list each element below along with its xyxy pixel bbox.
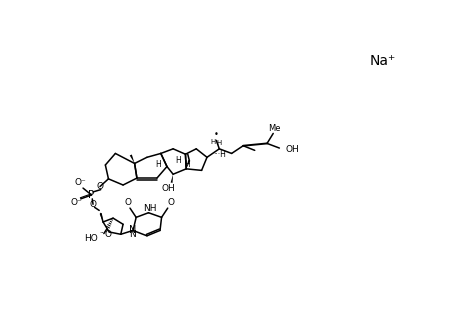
Text: ···H: ···H [213,150,225,160]
Text: O⁻: O⁻ [71,198,82,207]
Text: O: O [167,198,174,207]
Polygon shape [186,160,190,169]
Text: N: N [129,230,135,239]
Text: HO: HO [84,234,97,243]
Text: O: O [124,198,131,207]
Text: H: H [175,156,180,165]
Text: H: H [216,140,221,146]
Polygon shape [100,213,103,222]
Text: N: N [129,225,137,236]
Text: H: H [210,139,215,145]
Polygon shape [130,155,134,164]
Text: O⁻: O⁻ [75,178,87,187]
Text: OH: OH [285,145,299,154]
Text: •: • [213,131,218,139]
Polygon shape [170,174,173,183]
Text: NH: NH [143,204,156,214]
Text: O: O [89,200,96,209]
Text: OH: OH [161,184,175,192]
Text: ···: ··· [100,230,106,236]
Text: P: P [88,190,94,200]
Text: O: O [104,230,111,239]
Text: H: H [155,160,161,169]
Text: H: H [184,161,189,169]
Text: Me: Me [268,123,281,133]
Text: O: O [96,182,103,191]
Text: Na⁺: Na⁺ [369,54,395,68]
